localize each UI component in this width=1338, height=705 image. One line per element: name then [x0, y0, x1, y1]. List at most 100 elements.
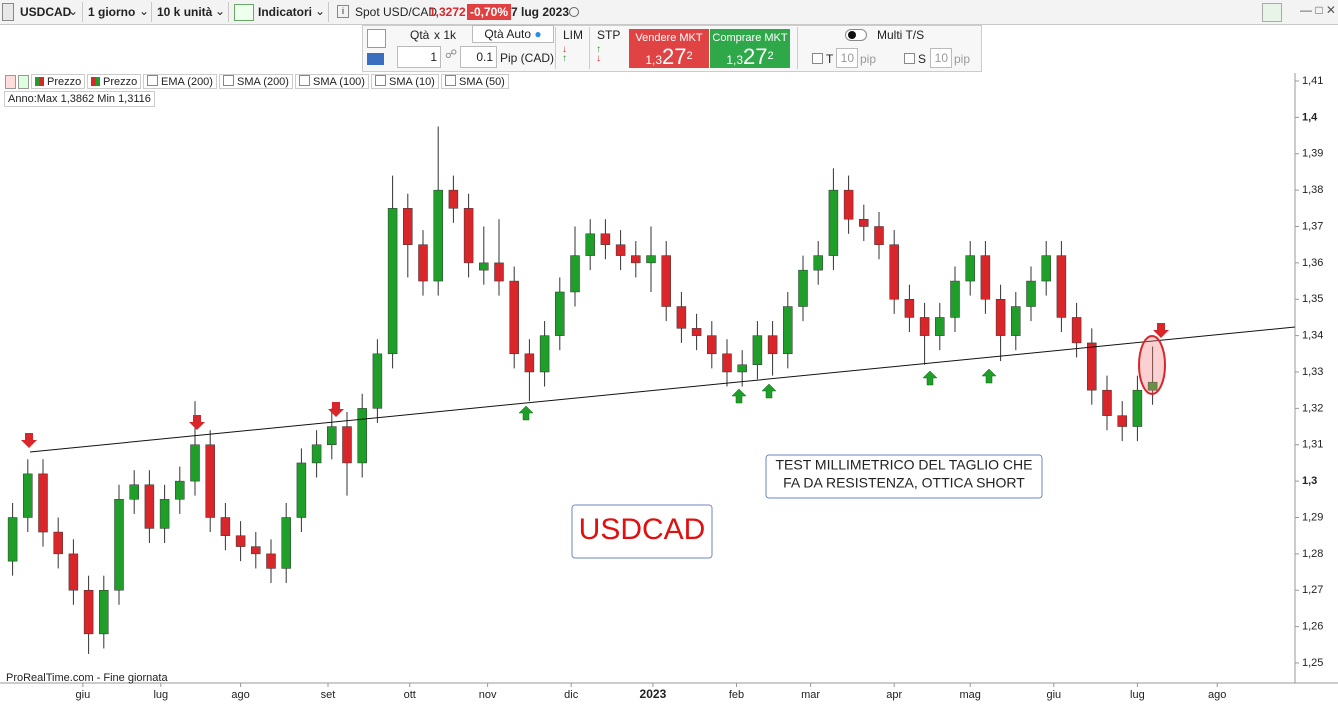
y-tick-label: 1,26 [1302, 621, 1323, 633]
candle-body [935, 317, 945, 336]
candle-body [980, 255, 991, 300]
toggle[interactable] [845, 29, 867, 41]
indicator[interactable]: EMA (200) [143, 74, 217, 89]
indicator-label: SMA (100) [313, 76, 365, 88]
candle-body [296, 462, 307, 518]
x-tick-label: ott [404, 689, 416, 701]
annotation-box [765, 454, 1043, 499]
candle-body [707, 335, 717, 355]
settings-icon[interactable] [367, 29, 386, 48]
window-controls[interactable]: — □ ✕ [1300, 3, 1336, 17]
candle-body [387, 208, 398, 355]
range-label: Anno:Max 1,3862 Min 1,3116 [4, 91, 155, 107]
indicator[interactable]: SMA (200) [219, 74, 293, 89]
candle-body [631, 255, 641, 264]
toolbar: USDCAD ⌄ 1 giorno ⌄ 10 k unità ⌄ Indicat… [0, 0, 1338, 25]
candle-body [1087, 342, 1097, 391]
legend-icon[interactable] [5, 75, 16, 89]
info-icon[interactable]: i [337, 5, 349, 18]
stp[interactable]: STP [597, 28, 621, 42]
candle-body [995, 299, 1006, 336]
symbol-box [571, 504, 713, 559]
candle-body [813, 255, 823, 271]
candle-body [722, 353, 732, 373]
period[interactable]: 1 giorno [88, 5, 136, 19]
candle-body [220, 517, 231, 536]
candle-body [1102, 389, 1112, 416]
indicators[interactable]: Indicatori [258, 5, 313, 19]
s-check[interactable]: S [904, 52, 926, 66]
indicator[interactable]: SMA (50) [441, 74, 509, 89]
candle-body [1147, 381, 1158, 391]
status-dot [569, 7, 579, 17]
x-tick-label: ago [1208, 689, 1226, 701]
candle-body [889, 244, 899, 300]
annotation-text: FA DA RESISTENZA, OTTICA SHORT [783, 475, 1025, 491]
candle-body [68, 553, 79, 591]
candle-body [342, 426, 352, 464]
x-tick-label: 2023 [640, 687, 667, 701]
t-input[interactable]: 10 [836, 48, 858, 68]
sync-icon[interactable] [1262, 3, 1282, 22]
sell-button[interactable]: Vendere MKT 1,3272 [629, 29, 709, 69]
t-label: T [826, 52, 834, 66]
qty-auto-label: Qtà Auto [484, 27, 532, 41]
t-check[interactable]: T [812, 52, 833, 66]
candle-body [1132, 389, 1143, 427]
candle-body [433, 189, 443, 282]
candle-body [1056, 255, 1067, 318]
indicator[interactable]: SMA (10) [371, 74, 439, 89]
t-unit: pip [860, 52, 877, 66]
candle-body [1026, 280, 1036, 307]
sell-main: 27 [662, 44, 687, 69]
candle-body [1011, 306, 1021, 336]
candle-body [874, 226, 884, 245]
lim[interactable]: LIM [563, 28, 584, 42]
x-tick-label: giu [76, 689, 91, 701]
x-tick-label: apr [886, 689, 902, 701]
lim-icon[interactable]: ↓ ↑ [562, 44, 567, 64]
sell-arrows [21, 323, 1169, 448]
qty-auto[interactable]: Qtà Auto ● [472, 25, 554, 43]
candle-body [144, 484, 155, 529]
y-tick-label: 1,29 [1302, 511, 1323, 523]
candle-body [175, 480, 185, 500]
indicator[interactable]: Prezzo [87, 74, 142, 89]
symbol-annotation: USDCAD [579, 513, 706, 546]
indicator[interactable]: SMA (100) [295, 74, 369, 89]
s-input[interactable]: 10 [930, 48, 952, 68]
menu-icon[interactable] [2, 3, 14, 21]
candle-body [53, 531, 63, 555]
y-tick-label: 1,36 [1302, 257, 1323, 269]
stp-icon[interactable]: ↑ ↓ [596, 44, 601, 64]
y-tick-label: 1,34 [1302, 330, 1323, 342]
sell-suffix: 2 [686, 50, 693, 62]
legend-icon[interactable] [18, 75, 29, 89]
y-tick-label: 1,38 [1302, 184, 1323, 196]
qty-input[interactable]: 1 [397, 46, 441, 68]
indicator-label: Prezzo [47, 76, 82, 88]
x-tick-label: lug [1130, 689, 1145, 701]
candle-body [843, 189, 854, 220]
x-tick-label: mag [959, 689, 980, 701]
highlight-ellipse [1138, 335, 1166, 395]
candle-body [767, 335, 778, 355]
indicator[interactable]: Prezzo [31, 74, 86, 89]
change: -0,70% [467, 4, 512, 20]
candle-body [372, 353, 383, 409]
pip-input[interactable]: 0.1 [460, 46, 497, 68]
candle-body [23, 473, 33, 518]
y-tick-label: 1,35 [1302, 293, 1323, 305]
x-tick-label: giu [1046, 689, 1061, 701]
instrument: Spot USD/CAD [355, 5, 438, 19]
symbol[interactable]: USDCAD [20, 5, 72, 19]
link-icon[interactable]: ☍ [445, 47, 458, 61]
indicator-label: SMA (200) [237, 76, 289, 88]
quantity[interactable]: 10 k unità [157, 5, 213, 19]
s-label: S [918, 52, 927, 66]
keyboard-icon[interactable] [367, 53, 384, 65]
candle-body [752, 335, 763, 365]
buy-button[interactable]: Comprare MKT 1,3272 [710, 29, 790, 69]
candle-body [479, 262, 489, 271]
